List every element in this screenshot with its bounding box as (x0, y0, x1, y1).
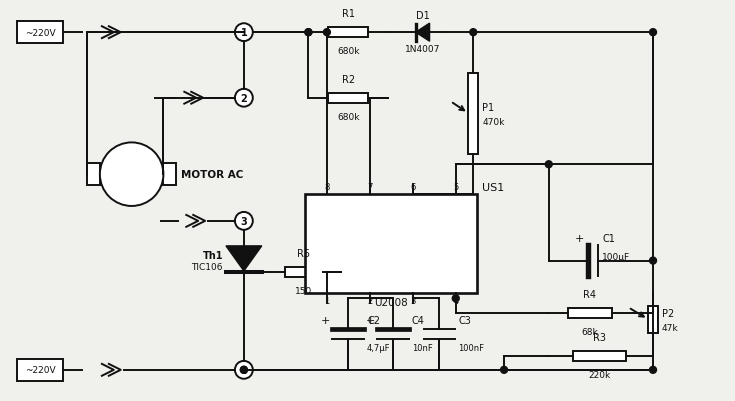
Text: 4,7μF: 4,7μF (367, 343, 390, 352)
Text: R1: R1 (342, 9, 354, 19)
Bar (285, 267, 323, 277)
Text: 4: 4 (240, 365, 247, 375)
Bar (573, 351, 626, 361)
Text: P2: P2 (662, 308, 674, 318)
Text: R2: R2 (342, 75, 355, 85)
Text: 10nF: 10nF (412, 343, 432, 352)
Bar (329, 93, 368, 103)
Circle shape (650, 30, 656, 36)
Circle shape (452, 295, 459, 302)
Text: +: + (365, 315, 375, 325)
Circle shape (650, 257, 656, 264)
Circle shape (650, 367, 656, 373)
Polygon shape (416, 24, 429, 42)
Text: 680k: 680k (337, 112, 359, 122)
Circle shape (305, 30, 312, 36)
Bar (87, 164, 100, 186)
Text: 6: 6 (410, 182, 415, 192)
Text: 5: 5 (453, 182, 459, 192)
Text: 470k: 470k (482, 117, 504, 126)
Text: 2: 2 (240, 93, 247, 103)
Bar (468, 73, 478, 154)
Text: C4: C4 (412, 315, 425, 325)
Text: 2: 2 (368, 297, 373, 306)
Text: P1: P1 (482, 103, 495, 113)
Text: ~220V: ~220V (25, 28, 56, 38)
Text: Th1: Th1 (203, 250, 223, 260)
Text: R3: R3 (593, 332, 606, 342)
Bar (163, 164, 176, 186)
Text: 68k: 68k (581, 327, 598, 336)
Bar (568, 308, 612, 318)
Text: 47k: 47k (662, 323, 678, 332)
Circle shape (305, 30, 312, 36)
Bar (306, 194, 477, 294)
Text: 4: 4 (453, 297, 459, 306)
Text: TIC106: TIC106 (192, 262, 223, 271)
Circle shape (235, 24, 253, 42)
Text: R5: R5 (298, 248, 310, 258)
Text: 8: 8 (324, 182, 329, 192)
Circle shape (235, 213, 253, 230)
Circle shape (323, 30, 331, 36)
Bar (18, 359, 63, 381)
Text: U2008: U2008 (374, 298, 408, 308)
Text: 7: 7 (368, 182, 373, 192)
Polygon shape (226, 246, 262, 271)
Text: +: + (575, 233, 584, 243)
Text: US1: US1 (482, 182, 504, 192)
Circle shape (545, 161, 552, 168)
Text: D1: D1 (416, 11, 429, 21)
Text: +: + (321, 315, 330, 325)
Text: 100μF: 100μF (603, 253, 631, 261)
Circle shape (100, 143, 163, 207)
Circle shape (501, 367, 508, 373)
Text: C3: C3 (459, 315, 471, 325)
Bar (648, 306, 658, 333)
Circle shape (240, 367, 248, 373)
Text: 100nF: 100nF (459, 343, 484, 352)
Text: MOTOR AC: MOTOR AC (182, 170, 244, 180)
Text: 1: 1 (240, 28, 247, 38)
Circle shape (235, 89, 253, 107)
Bar (329, 28, 368, 38)
Text: 3: 3 (410, 297, 415, 306)
Text: 1N4007: 1N4007 (405, 45, 440, 54)
Bar (18, 22, 63, 44)
Text: ~220V: ~220V (25, 365, 56, 375)
Text: R4: R4 (584, 290, 596, 300)
Circle shape (235, 361, 253, 379)
Text: 680k: 680k (337, 47, 359, 56)
Circle shape (240, 367, 248, 373)
Text: 220k: 220k (589, 370, 611, 379)
Circle shape (470, 30, 477, 36)
Text: 1: 1 (324, 297, 329, 306)
Text: 3: 3 (240, 216, 247, 226)
Text: C1: C1 (603, 233, 615, 243)
Text: C2: C2 (367, 315, 380, 325)
Text: 150: 150 (295, 286, 312, 295)
